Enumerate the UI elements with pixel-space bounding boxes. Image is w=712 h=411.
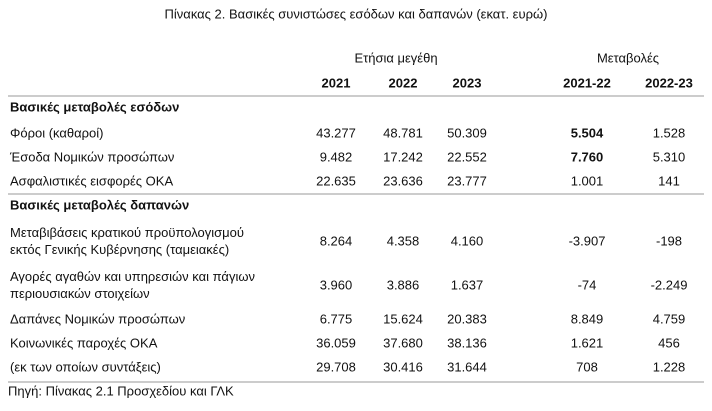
cell: 4.358 — [387, 233, 420, 248]
column-header: 2023 — [453, 75, 482, 90]
cell: 31.644 — [447, 359, 487, 374]
row-label: Φόροι (καθαροί) — [10, 125, 104, 140]
cell: 1.001 — [571, 173, 604, 188]
cell: 50.309 — [447, 125, 487, 140]
cell: 3.960 — [320, 277, 353, 292]
cell: 141 — [658, 173, 680, 188]
cell: 1.228 — [653, 359, 686, 374]
cell: 7.760 — [571, 149, 604, 164]
cell: 22.635 — [316, 173, 356, 188]
row-label: περιουσιακών στοιχείων — [10, 286, 150, 301]
cell: 8.849 — [571, 311, 604, 326]
cell: -198 — [656, 233, 682, 248]
row-label: Έσοδα Νομικών προσώπων — [9, 149, 174, 164]
cell: 38.136 — [447, 335, 487, 350]
cell: 6.775 — [320, 311, 353, 326]
row-label: Κοινωνικές παροχές ΟΚΑ — [10, 335, 158, 350]
cell: 30.416 — [383, 359, 423, 374]
cell: 48.781 — [383, 125, 423, 140]
cell: -2.249 — [651, 277, 688, 292]
row-label: Μεταβιβάσεις κρατικού προϋπολογισμού — [10, 225, 244, 240]
cell: 43.277 — [316, 125, 356, 140]
row-label: Αγορές αγαθών και υπηρεσιών και πάγιων — [10, 269, 255, 284]
column-header: 2021-22 — [563, 75, 611, 90]
cell: 23.636 — [383, 173, 423, 188]
cell: 22.552 — [447, 149, 487, 164]
cell: 456 — [658, 335, 680, 350]
cell: 9.482 — [320, 149, 353, 164]
section-heading: Βασικές μεταβολές δαπανών — [10, 197, 189, 212]
cell: 29.708 — [316, 359, 356, 374]
cell: 1.528 — [653, 125, 686, 140]
cell: 1.637 — [451, 277, 484, 292]
cell: 37.680 — [383, 335, 423, 350]
title: Πίνακας 2. Βασικές συνιστώσες εσόδων και… — [165, 6, 548, 21]
cell: 15.624 — [383, 311, 423, 326]
row-label: (εκ των οποίων συντάξεις) — [10, 359, 161, 374]
cell: 17.242 — [383, 149, 423, 164]
row-label: εκτός Γενικής Κυβέρνησης (ταμειακές) — [10, 242, 229, 257]
section-heading: Βασικές μεταβολές εσόδων — [10, 99, 179, 114]
cell: 36.059 — [316, 335, 356, 350]
cell: 4.759 — [653, 311, 686, 326]
cell: 23.777 — [447, 173, 487, 188]
column-header: 2022-23 — [645, 75, 693, 90]
cell: 5.310 — [653, 149, 686, 164]
cell: 3.886 — [387, 277, 420, 292]
cell: -74 — [578, 277, 597, 292]
group-header: Μεταβολές — [597, 50, 659, 65]
cell: 20.383 — [447, 311, 487, 326]
row-label: Δαπάνες Νομικών προσώπων — [10, 311, 185, 326]
cell: 1.621 — [571, 335, 604, 350]
column-header: 2022 — [389, 75, 418, 90]
cell: 708 — [576, 359, 598, 374]
group-header: Ετήσια μεγέθη — [354, 50, 437, 65]
cell: 8.264 — [320, 233, 353, 248]
cell: 5.504 — [571, 125, 604, 140]
source: Πηγή: Πίνακας 2.1 Προσχεδίου και ΓΛΚ — [8, 383, 234, 398]
cell: 4.160 — [451, 233, 484, 248]
cell: -3.907 — [569, 233, 606, 248]
row-label: Ασφαλιστικές εισφορές ΟΚΑ — [10, 173, 173, 188]
column-header: 2021 — [322, 75, 351, 90]
